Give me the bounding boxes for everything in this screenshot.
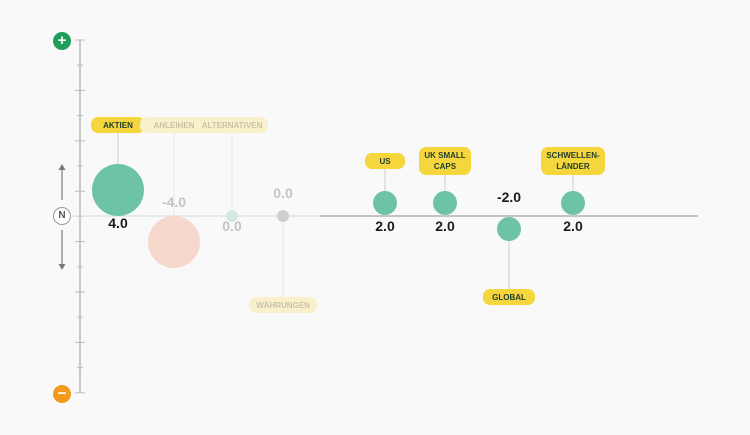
point-uk-small-caps: UK SMALL CAPS 2.0 bbox=[419, 147, 471, 234]
point-anleihen: ANLEIHEN -4.0 bbox=[140, 117, 208, 268]
label-pill bbox=[196, 117, 268, 133]
data-bubble bbox=[497, 217, 521, 241]
value-label: 0.0 bbox=[222, 218, 242, 234]
data-bubble bbox=[92, 164, 144, 216]
category-label: ANLEIHEN bbox=[154, 121, 195, 130]
value-label: 2.0 bbox=[435, 218, 455, 234]
label-pill bbox=[483, 289, 535, 305]
category-label: SCHWELLEN- bbox=[546, 151, 600, 160]
category-label: GLOBAL bbox=[492, 293, 526, 302]
point-alternativen: ALTERNATIVEN 0.0 bbox=[196, 117, 268, 234]
label-pill bbox=[249, 297, 317, 313]
value-label: 2.0 bbox=[375, 218, 395, 234]
value-label: 0.0 bbox=[273, 185, 293, 201]
point-aktien: AKTIEN 4.0 bbox=[91, 117, 145, 231]
data-bubble bbox=[433, 191, 457, 215]
down-arrow-icon bbox=[58, 264, 66, 270]
category-label: AKTIEN bbox=[103, 121, 133, 130]
label-pill bbox=[419, 147, 471, 175]
category-label: US bbox=[379, 157, 391, 166]
category-label: UK SMALL bbox=[424, 151, 465, 160]
value-label: 2.0 bbox=[563, 218, 583, 234]
neutral-marker: N bbox=[53, 207, 71, 225]
category-label: WÄHRUNGEN bbox=[256, 301, 310, 310]
label-pill bbox=[541, 147, 605, 175]
data-bubble bbox=[148, 216, 200, 268]
label-pill bbox=[140, 117, 208, 133]
point-währungen: WÄHRUNGEN 0.0 bbox=[249, 185, 317, 313]
category-label: CAPS bbox=[434, 162, 457, 171]
data-bubble bbox=[226, 210, 238, 222]
point-global: GLOBAL -2.0 bbox=[483, 189, 535, 305]
value-label: -4.0 bbox=[162, 194, 186, 210]
up-arrow-icon bbox=[58, 164, 66, 170]
label-pill bbox=[91, 117, 145, 133]
data-bubble bbox=[277, 210, 289, 222]
increase-button[interactable]: + bbox=[53, 32, 71, 50]
point-us: US 2.0 bbox=[365, 153, 405, 234]
decrease-button[interactable]: − bbox=[53, 385, 71, 403]
point-schwellen-länder: SCHWELLEN- LÄNDER 2.0 bbox=[541, 147, 605, 234]
data-bubble bbox=[561, 191, 585, 215]
category-label: ALTERNATIVEN bbox=[202, 121, 263, 130]
value-label: -2.0 bbox=[497, 189, 521, 205]
data-bubble bbox=[373, 191, 397, 215]
label-pill bbox=[365, 153, 405, 169]
category-label: LÄNDER bbox=[556, 162, 590, 171]
value-label: 4.0 bbox=[108, 215, 128, 231]
